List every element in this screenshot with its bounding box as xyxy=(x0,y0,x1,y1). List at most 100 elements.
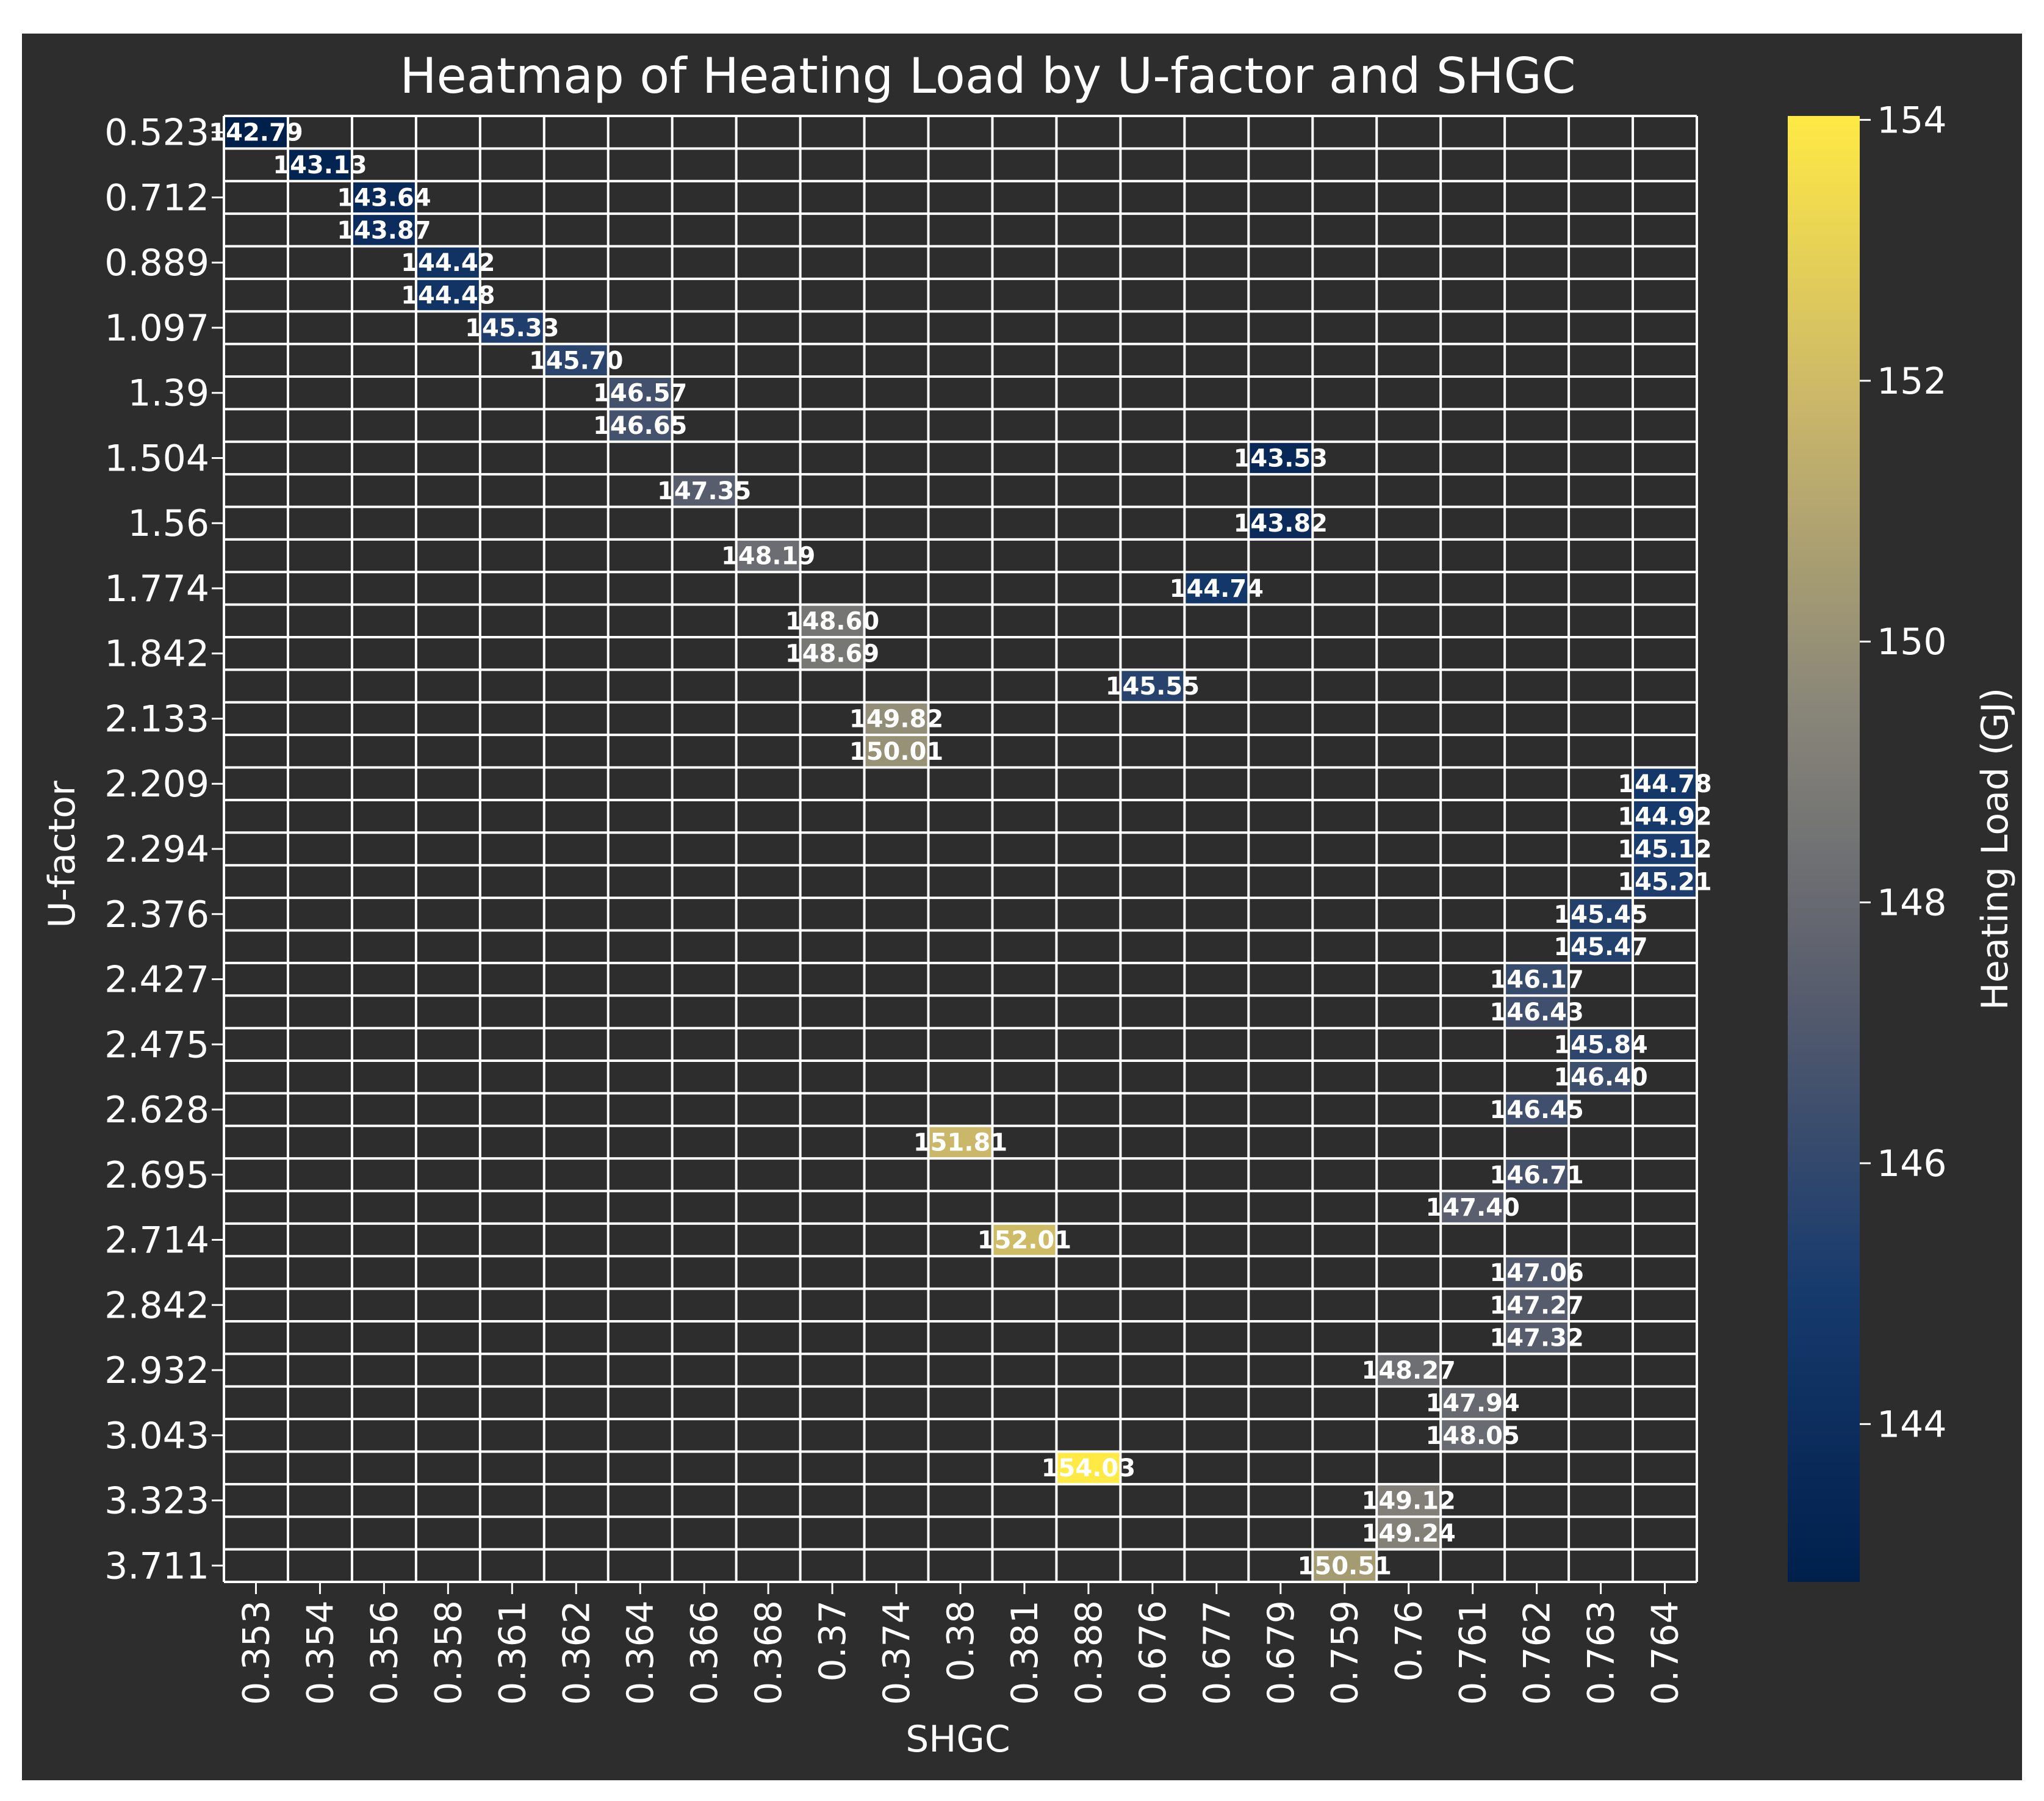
x-tick-label: 0.761 xyxy=(1452,1600,1495,1705)
heatmap-cell xyxy=(1505,1158,1569,1191)
heatmap-cell xyxy=(1505,1093,1569,1126)
cell-value-label: 145.45 xyxy=(1553,901,1647,929)
x-tick-label: 0.354 xyxy=(299,1600,342,1705)
heatmap-cell xyxy=(1441,1419,1505,1452)
heatmap-cell xyxy=(1505,995,1569,1028)
heatmap-cell xyxy=(544,344,608,377)
heatmap-cell xyxy=(1569,898,1633,931)
colorbar-tick-label: 150 xyxy=(1877,621,1947,663)
y-tick-label: 1.774 xyxy=(104,568,209,610)
cell-value-label: 148.27 xyxy=(1362,1357,1456,1385)
heatmap-cell xyxy=(1505,1321,1569,1354)
figure-background xyxy=(22,34,2022,1780)
cell-value-label: 143.87 xyxy=(337,217,431,245)
heatmap-cell xyxy=(1633,832,1697,865)
y-tick-label: 2.133 xyxy=(104,698,209,740)
cell-value-label: 149.24 xyxy=(1362,1520,1456,1548)
heatmap-cell xyxy=(1505,1288,1569,1321)
cell-value-label: 152.01 xyxy=(977,1227,1071,1255)
colorbar-tick-label: 154 xyxy=(1877,99,1947,142)
heatmap-cell xyxy=(736,539,801,572)
heatmap-cell xyxy=(480,311,544,344)
heatmap-cell xyxy=(287,148,352,181)
x-tick-label: 0.764 xyxy=(1644,1600,1687,1705)
y-tick-label: 2.695 xyxy=(104,1154,209,1197)
heatmap-cell xyxy=(351,181,416,214)
y-tick-label: 3.323 xyxy=(104,1480,209,1523)
x-axis-label: SHGC xyxy=(905,1718,1010,1761)
heatmap-cell xyxy=(224,116,288,149)
colorbar-tick-label: 148 xyxy=(1877,882,1947,925)
y-tick-label: 2.294 xyxy=(104,828,209,871)
heatmap-cell xyxy=(416,278,480,312)
cell-value-label: 143.64 xyxy=(337,184,431,212)
cell-value-label: 144.92 xyxy=(1618,803,1711,831)
cell-value-label: 147.32 xyxy=(1489,1324,1583,1352)
cell-value-label: 150.01 xyxy=(849,738,943,766)
y-axis: 0.523 0.712 0.889 1.097 1.39 1.504 1.56 1.774 1.… xyxy=(104,112,224,1587)
heatmap-cell xyxy=(1376,1354,1441,1387)
heatmap-cell xyxy=(351,214,416,247)
heatmap-cell xyxy=(1441,1386,1505,1420)
cell-value-label: 151.81 xyxy=(913,1128,1007,1157)
y-tick-label: 2.209 xyxy=(104,763,209,806)
heatmap-cell xyxy=(864,735,929,768)
heatmap-cell xyxy=(416,246,480,279)
y-tick-label: 2.714 xyxy=(104,1219,209,1262)
x-tick-label: 0.361 xyxy=(491,1600,534,1705)
x-tick-label: 0.76 xyxy=(1388,1600,1431,1682)
cell-labels: 142.79 143.13 143.64 143.87 144.42 144.48 145.… xyxy=(209,119,1711,1581)
cell-value-label: 147.06 xyxy=(1489,1259,1583,1287)
cell-value-label: 146.43 xyxy=(1489,998,1583,1027)
heatmap-cell xyxy=(800,604,865,638)
cell-value-label: 149.12 xyxy=(1362,1487,1456,1515)
plot-area: 142.79 143.13 143.64 143.87 144.42 144.48 145.… xyxy=(209,115,1712,1583)
cell-value-label: 144.42 xyxy=(401,249,495,277)
y-tick-label: 2.475 xyxy=(104,1023,209,1066)
colorbar: 144 146 148 150 152 154 xyxy=(1788,99,1947,1582)
cell-value-label: 150.51 xyxy=(1298,1552,1392,1580)
heatmap-cell xyxy=(1056,1451,1121,1484)
x-tick-label: 0.677 xyxy=(1196,1600,1239,1705)
heatmap-cell xyxy=(672,474,736,507)
heatmap-cell xyxy=(1312,1549,1377,1582)
cell-value-label: 145.84 xyxy=(1553,1031,1647,1059)
heatmap-cell xyxy=(1248,441,1313,475)
heatmap-cell xyxy=(1569,930,1633,963)
heatmap-cell xyxy=(864,702,929,735)
x-tick-label: 0.358 xyxy=(427,1600,470,1705)
cell-grid xyxy=(223,115,1698,1583)
y-tick-label: 1.39 xyxy=(128,372,209,415)
y-tick-label: 3.043 xyxy=(104,1415,209,1457)
heatmap-cell xyxy=(1376,1517,1441,1550)
heatmap-cell xyxy=(1184,572,1249,605)
heatmap-cell xyxy=(928,1125,993,1159)
y-axis-label: U-factor xyxy=(41,781,84,928)
heatmap-cell xyxy=(1441,1191,1505,1224)
y-tick-label: 1.56 xyxy=(128,502,209,545)
cell-value-label: 146.40 xyxy=(1553,1064,1647,1092)
cell-value-label: 148.05 xyxy=(1425,1422,1519,1450)
cell-value-label: 144.78 xyxy=(1618,770,1711,798)
cell-value-label: 146.45 xyxy=(1489,1096,1583,1124)
cell-value-label: 145.12 xyxy=(1618,836,1711,864)
chart-title: Heatmap of Heating Load by U-factor and … xyxy=(400,48,1575,104)
cell-value-label: 145.21 xyxy=(1618,868,1711,896)
x-tick-label: 0.38 xyxy=(940,1600,982,1682)
cell-value-label: 147.94 xyxy=(1425,1389,1519,1417)
cell-value-label: 149.82 xyxy=(849,705,943,733)
x-tick-label: 0.388 xyxy=(1068,1600,1110,1705)
x-tick-label: 0.763 xyxy=(1580,1600,1623,1705)
colorbar-tick-label: 146 xyxy=(1877,1142,1947,1185)
x-tick-label: 0.759 xyxy=(1324,1600,1367,1705)
y-tick-label: 0.523 xyxy=(104,112,209,154)
x-tick-label: 0.368 xyxy=(747,1600,790,1705)
heatmap-cell xyxy=(1633,865,1697,898)
heatmap-cell xyxy=(1633,799,1697,833)
cell-value-label: 145.55 xyxy=(1106,673,1200,701)
x-tick-label: 0.381 xyxy=(1004,1600,1046,1705)
colorbar-gradient xyxy=(1788,116,1860,1582)
y-tick-label: 3.711 xyxy=(104,1545,209,1587)
cell-value-label: 147.27 xyxy=(1489,1291,1583,1319)
